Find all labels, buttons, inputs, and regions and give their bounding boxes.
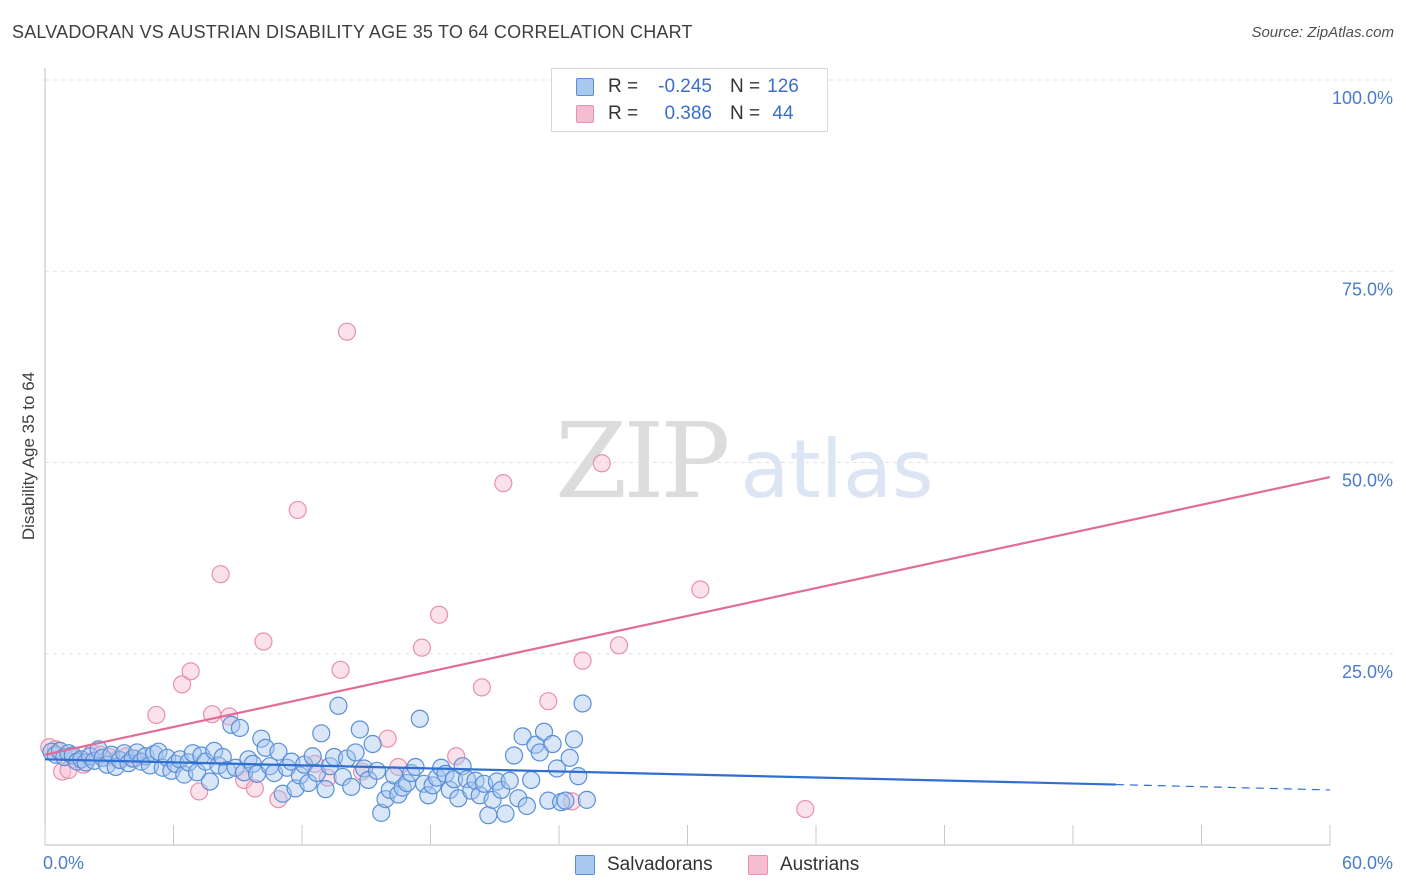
salvadorans-point-72 (350, 720, 369, 739)
salvadorans-legend-label: Salvadorans (607, 854, 713, 875)
y-tick-label-25: 25.0% (1342, 662, 1393, 682)
austrians-point-13 (172, 675, 192, 694)
salvadorans-point-108 (504, 746, 524, 765)
austrians-point-34 (472, 678, 491, 697)
zipatlas-watermark: ZIP atlas (555, 400, 934, 522)
austrians-point-39 (592, 454, 611, 473)
legend-row-salvadorans: R = -0.245 N = 126 (576, 74, 806, 100)
salvadorans-point-106 (496, 804, 515, 823)
watermark-zip: ZIP (555, 400, 730, 522)
x-tick-label-max: 60.0% (1342, 853, 1393, 873)
legend-r-label: R = (608, 103, 639, 124)
salvadorans-swatch (576, 78, 594, 96)
salvadorans-point-53 (269, 742, 288, 761)
salvadorans-points (42, 694, 596, 825)
salvadorans-trend-line (44, 758, 1116, 786)
austrians-point-21 (254, 632, 273, 651)
austrians-point-23 (288, 500, 307, 520)
salvadorans-point-114 (530, 743, 549, 762)
austrians-swatch (576, 105, 594, 123)
salvadorans-point-94 (444, 770, 464, 789)
austrians-point-35 (494, 474, 513, 493)
salvadorans-point-61 (303, 747, 322, 766)
axes (44, 68, 1331, 846)
salvadorans-point-63 (312, 724, 331, 743)
legend-row-austrians: R = 0.386 N = 44 (576, 101, 806, 127)
series-legend: Salvadorans Austrians (0, 852, 1406, 878)
salvadorans-point-77 (372, 803, 391, 822)
salvadorans-point-124 (573, 694, 592, 713)
salvadorans-point-125 (577, 790, 596, 809)
austrians-point-12 (147, 705, 166, 725)
salvadorans-point-110 (513, 727, 532, 746)
austrians-legend-swatch (748, 855, 768, 875)
salvadorans-point-71 (346, 743, 365, 762)
salvadorans-legend-swatch (575, 855, 595, 875)
austrians-point-25 (318, 768, 337, 787)
austrians-trend-line (44, 475, 1331, 756)
y-tick-label-75: 75.0% (1342, 279, 1393, 299)
austrians-point-33 (447, 747, 466, 766)
salvadorans-point-64 (316, 780, 335, 799)
watermark-atlas: atlas (740, 423, 934, 516)
salvadorans-point-86 (410, 709, 429, 728)
salvadorans-point-121 (560, 748, 579, 767)
salvadorans-point-122 (564, 730, 584, 749)
y-tick-label-100: 100.0% (1332, 88, 1393, 108)
legend-item-salvadorans[interactable]: Salvadorans (575, 852, 713, 878)
legend-item-austrians[interactable]: Austrians (748, 852, 859, 878)
austrians-n-value: 44 (772, 103, 794, 124)
legend-r-label: R = (608, 76, 639, 97)
austrians-point-20 (245, 779, 264, 798)
salvadorans-point-102 (479, 806, 498, 825)
gridlines (45, 79, 1395, 655)
austrians-point-14 (181, 662, 200, 681)
austrians-point-43 (796, 799, 815, 819)
tick-labels: 25.0% 50.0% 75.0% 100.0% 0.0% 60.0% (43, 88, 1393, 873)
salvadorans-point-76 (367, 761, 387, 780)
austrians-point-38 (573, 651, 592, 670)
austrians-points (40, 71, 815, 819)
salvadorans-n-value: 126 (767, 76, 799, 97)
salvadorans-point-70 (342, 777, 361, 796)
y-tick-label-50: 50.0% (1342, 471, 1393, 491)
salvadorans-r-value: -0.245 (658, 76, 712, 97)
austrians-point-26 (331, 660, 350, 679)
austrians-r-value: 0.386 (664, 103, 712, 124)
salvadorans-point-111 (517, 796, 536, 816)
austrians-point-17 (211, 565, 230, 584)
salvadorans-point-67 (329, 696, 348, 715)
austrians-point-31 (412, 638, 432, 657)
salvadorans-point-112 (522, 770, 541, 790)
salvadorans-point-118 (547, 759, 566, 778)
salvadorans-point-117 (543, 734, 562, 754)
legend-n-label: N = (730, 103, 761, 124)
salvadorans-point-123 (569, 767, 588, 786)
salvadorans-point-120 (556, 791, 575, 810)
salvadorans-point-44 (230, 718, 249, 738)
salvadorans-point-75 (363, 734, 382, 754)
austrians-legend-label: Austrians (780, 854, 860, 875)
salvadorans-trend-extension (1115, 783, 1331, 791)
austrians-point-40 (609, 636, 629, 655)
legend-n-label: N = (730, 76, 761, 97)
chart-title: SALVADORAN VS AUSTRIAN DISABILITY AGE 35… (12, 22, 693, 42)
salvadorans-point-49 (252, 729, 271, 748)
austrians-point-32 (429, 605, 449, 624)
source-label: Source: ZipAtlas.com (1251, 24, 1394, 41)
salvadorans-point-107 (500, 771, 519, 790)
austrians-point-36 (539, 692, 558, 711)
austrians-point-41 (691, 580, 710, 599)
x-tick-label-min: 0.0% (43, 853, 84, 873)
salvadorans-point-88 (419, 786, 438, 805)
austrians-point-27 (337, 322, 357, 341)
salvadorans-point-104 (487, 772, 506, 791)
salvadorans-point-37 (200, 772, 220, 791)
correlation-legend: R = -0.245 N = 126 R = 0.386 N = 44 (551, 68, 828, 132)
austrians-point-2 (53, 762, 72, 781)
trend-lines (44, 475, 1331, 791)
